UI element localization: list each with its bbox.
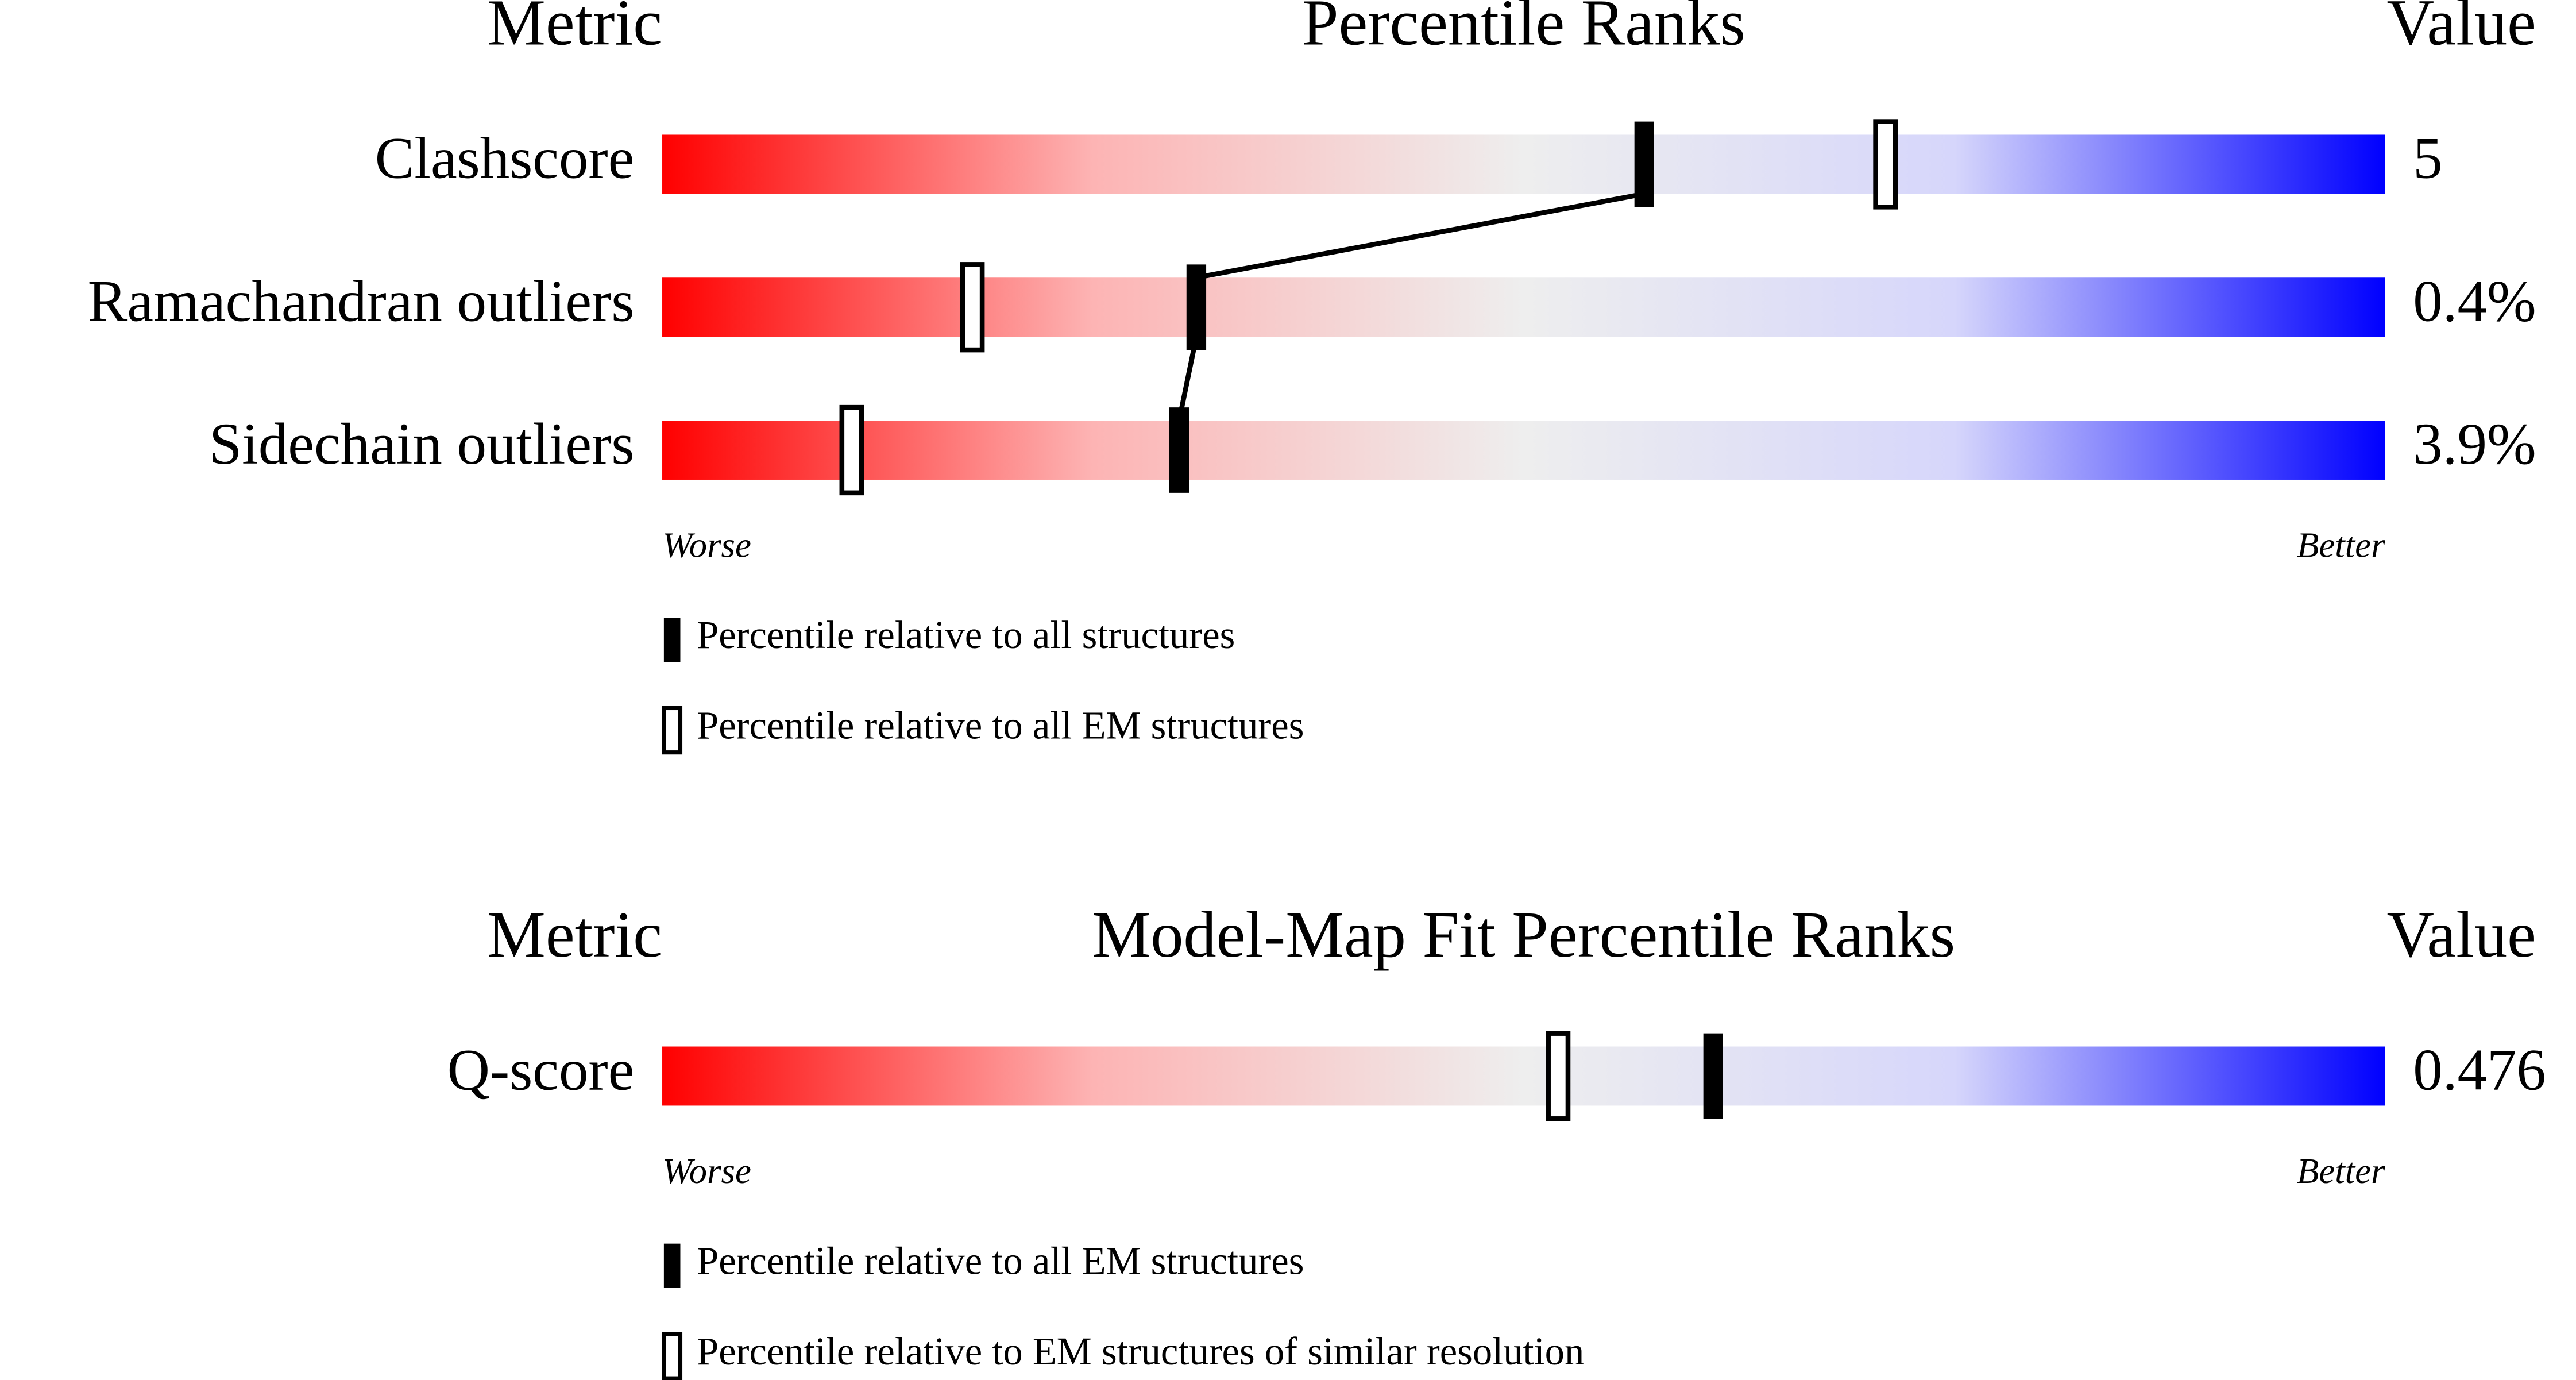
- percentile-bar: [662, 421, 2385, 480]
- percentile-marker-open: [1546, 1031, 1571, 1121]
- metric-label: Q-score: [447, 1038, 635, 1103]
- connector-line: [1176, 336, 1199, 421]
- column-header: Value: [2387, 898, 2536, 971]
- percentile-bar: [662, 1046, 2385, 1106]
- metric-label: Clashscore: [375, 126, 635, 191]
- column-header: Metric: [487, 0, 662, 59]
- metric-value: 0.476: [2413, 1038, 2546, 1103]
- end-label: Worse: [662, 525, 751, 565]
- metric-label: Ramachandran outliers: [88, 268, 635, 334]
- legend-swatch: [662, 706, 683, 755]
- percentile-bar: [662, 277, 2385, 337]
- column-header: Value: [2387, 0, 2536, 59]
- connector-line: [1196, 191, 1645, 280]
- legend-swatch: [663, 1243, 681, 1288]
- legend-label: Percentile relative to EM structures of …: [697, 1329, 1584, 1373]
- metric-value: 3.9%: [2413, 411, 2536, 477]
- end-label: Better: [2297, 525, 2385, 565]
- legend-swatch: [662, 1332, 683, 1380]
- legend-label: Percentile relative to all EM structures: [697, 703, 1304, 747]
- metric-value: 5: [2413, 126, 2442, 191]
- end-label: Better: [2297, 1151, 2385, 1191]
- percentile-marker-open: [839, 404, 864, 496]
- end-label: Worse: [662, 1151, 751, 1191]
- percentile-bar: [662, 134, 2385, 194]
- percentile-marker-filled: [1169, 407, 1189, 493]
- metric-label: Sidechain outliers: [209, 411, 634, 477]
- percentile-marker-filled: [1634, 121, 1654, 207]
- metric-value: 0.4%: [2413, 268, 2536, 334]
- legend-label: Percentile relative to all structures: [697, 613, 1235, 657]
- percentile-marker-open: [1873, 119, 1898, 210]
- column-header: Metric: [487, 898, 662, 971]
- chart-title: Model-Map Fit Percentile Ranks: [1092, 898, 1956, 971]
- legend-swatch: [663, 618, 681, 662]
- percentile-marker-filled: [1703, 1033, 1723, 1119]
- legend-label: Percentile relative to all EM structures: [697, 1239, 1304, 1283]
- chart-title: Percentile Ranks: [1302, 0, 1745, 59]
- percentile-marker-open: [960, 262, 985, 353]
- percentile-marker-filled: [1186, 264, 1207, 350]
